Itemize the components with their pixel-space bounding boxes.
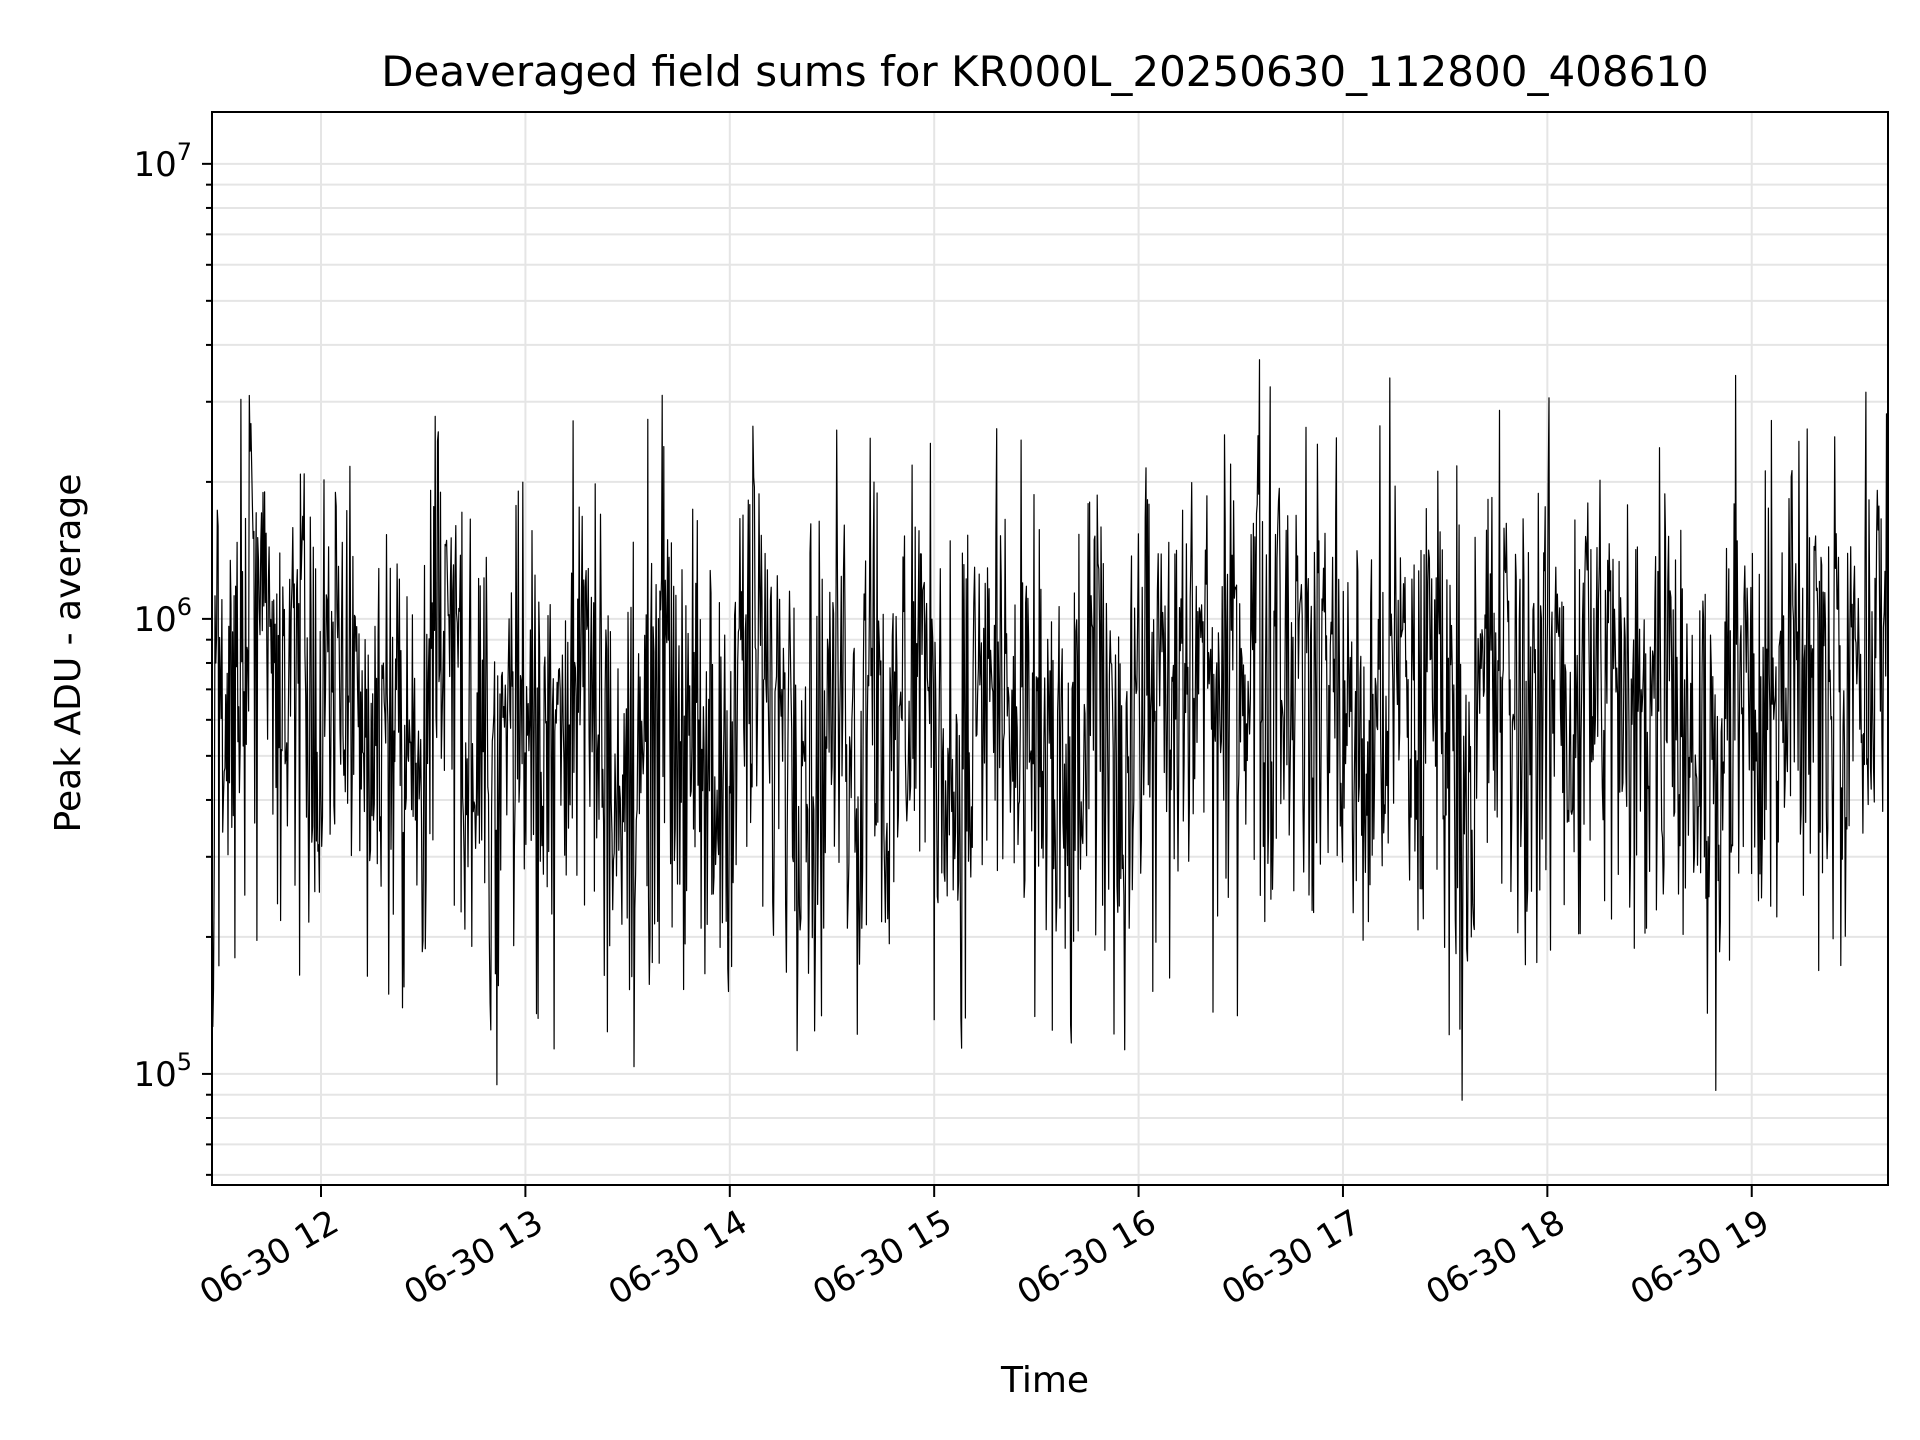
x-axis-label: Time — [1000, 1360, 1089, 1401]
data-layer — [211, 359, 1889, 1101]
y-tick-label: 105 — [133, 1048, 192, 1095]
y-tick-label: 106 — [133, 593, 192, 640]
plot-frame — [211, 111, 1889, 1186]
y-axis-label: Peak ADU - average — [48, 474, 89, 833]
y-tick-label: 107 — [133, 138, 192, 185]
series-line — [211, 359, 1889, 1101]
chart-title: Deaveraged field sums for KR000L_2025063… — [381, 47, 1709, 96]
